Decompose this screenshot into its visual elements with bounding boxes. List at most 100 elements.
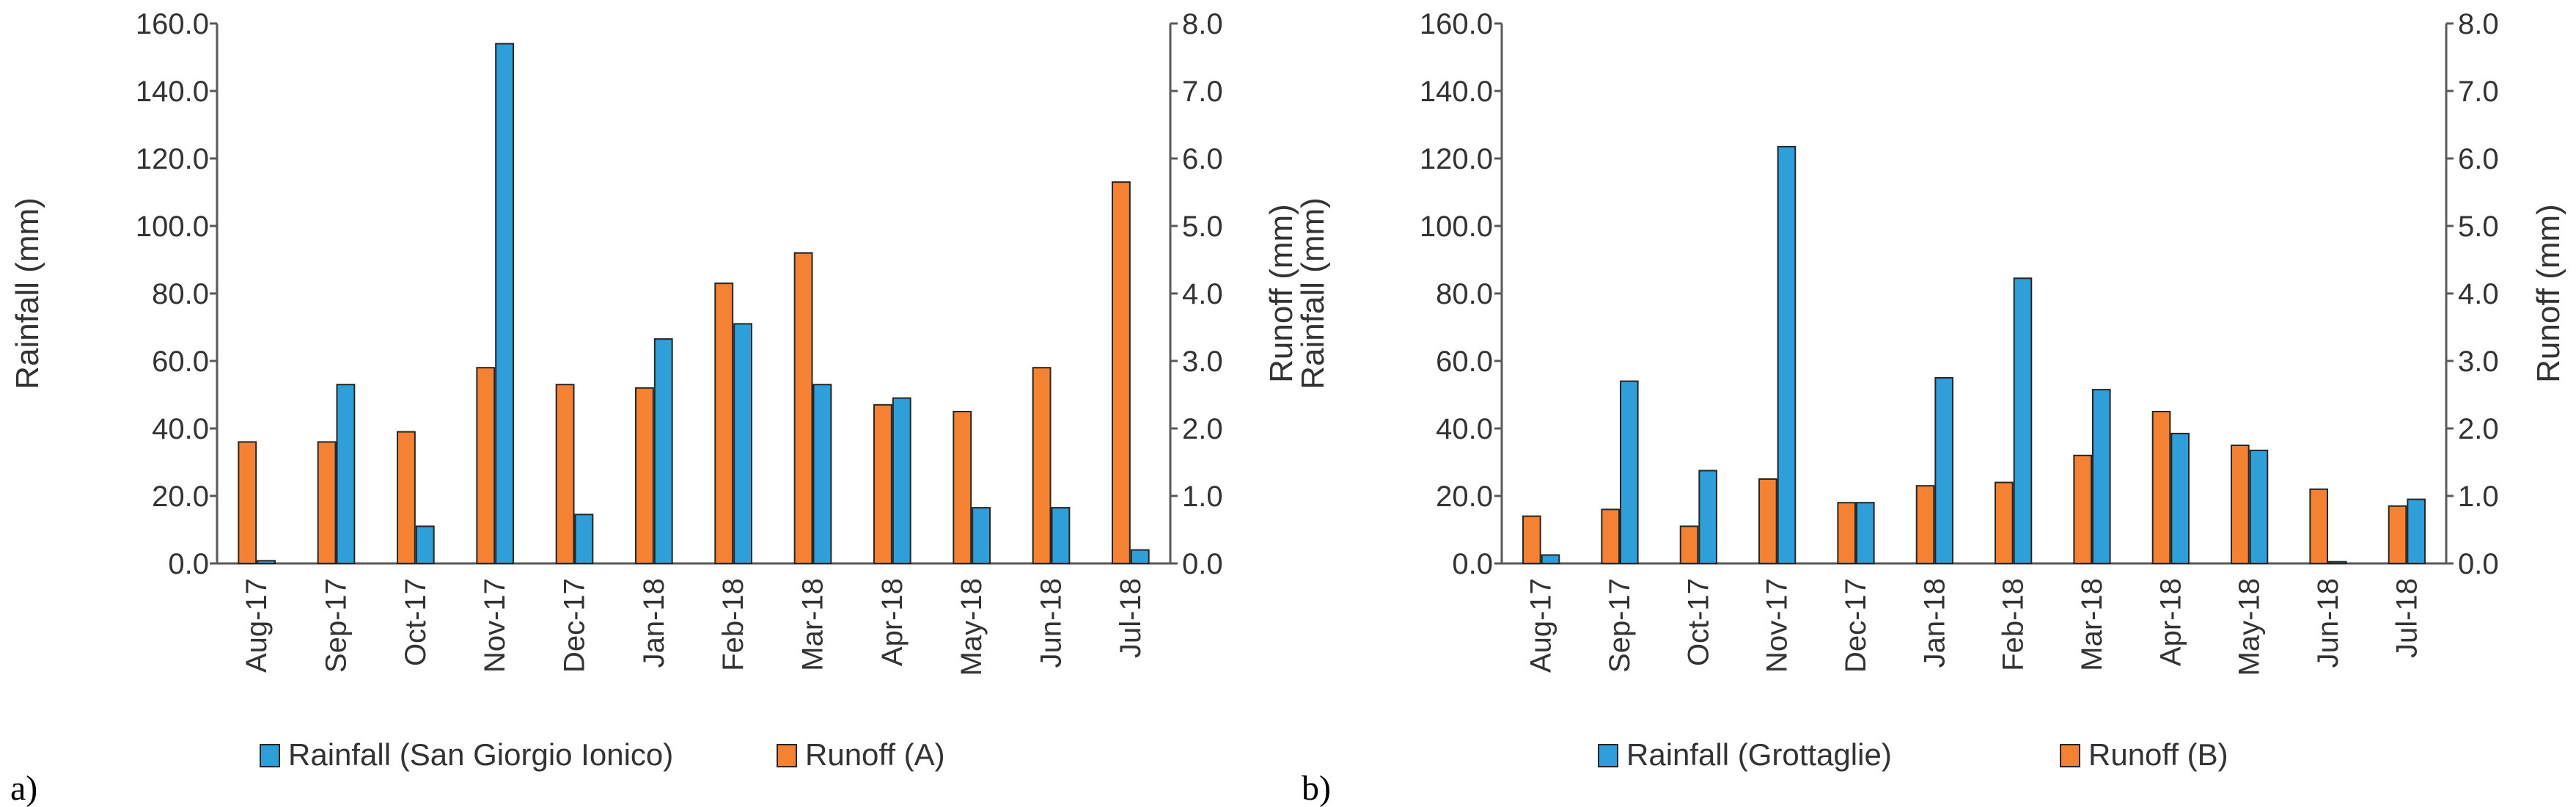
y2-tick-label: 6.0 — [2458, 143, 2499, 175]
x-tick-label: May-18 — [2234, 578, 2266, 676]
rainfall-bar — [2249, 449, 2269, 565]
runoff-bar — [555, 384, 575, 565]
y2-tick-label: 1.0 — [2458, 481, 2499, 513]
y-tick-label: 160.0 — [1420, 8, 1493, 40]
y-tick-label: 60.0 — [152, 346, 209, 378]
rainfall-bar — [257, 560, 276, 565]
y-tick-label: 40.0 — [1436, 413, 1493, 445]
x-tick-label: Dec-17 — [559, 578, 591, 673]
y2-tick-label: 7.0 — [1182, 76, 1223, 108]
legend-label: Runoff (A) — [805, 737, 945, 772]
y-axis-title: Rainfall (mm) — [1295, 197, 1331, 390]
runoff-bar — [238, 441, 257, 565]
legend-swatch — [260, 744, 280, 767]
rainfall-bar — [495, 43, 515, 565]
panel-label: b) — [1302, 769, 1331, 807]
y-tick-label: 80.0 — [152, 278, 209, 310]
y2-tick-label: 3.0 — [2458, 346, 2499, 378]
x-tick-label: Nov-17 — [479, 578, 511, 673]
y-tick-label: 0.0 — [168, 548, 209, 580]
rainfall-bar — [2328, 560, 2347, 565]
runoff-bar — [1112, 181, 1131, 564]
x-tick-label: Jun-18 — [1035, 578, 1068, 668]
y2-tick-label: 2.0 — [2458, 413, 2499, 445]
chart-panel-a: 0.0 20.0 40.0 60.0 80.0 100.0 120.0 140.0 160.0 0… — [10, 8, 1299, 807]
x-tick-label: Jun-18 — [2312, 578, 2344, 668]
runoff-bar — [1995, 481, 2014, 564]
y2-tick-label: 0.0 — [2458, 548, 2499, 580]
legend-swatch — [1598, 744, 1618, 767]
x-tick-label: Jan-18 — [638, 578, 670, 668]
rainfall-bar — [1698, 470, 1717, 564]
x-tick-label: Apr-18 — [876, 578, 909, 666]
rainfall-bar — [2013, 277, 2033, 564]
runoff-bar — [2388, 505, 2407, 564]
y2-tick-label: 3.0 — [1182, 346, 1223, 378]
x-tick-label: Mar-18 — [2076, 578, 2108, 671]
rainfall-bar — [733, 323, 753, 564]
legend-swatch — [2060, 744, 2080, 767]
legend-label: Rainfall (San Giorgio Ionico) — [288, 737, 673, 772]
y2-tick-label: 2.0 — [1182, 413, 1223, 445]
rainfall-bar — [1856, 502, 1875, 565]
chart-panel-b: 0.0 20.0 40.0 60.0 80.0 100.0 120.0 140.0 160.0 0… — [1295, 8, 2566, 807]
runoff-bar — [397, 431, 416, 564]
rainfall-bar — [574, 514, 594, 564]
x-tick-label: Mar-18 — [797, 578, 829, 671]
runoff-bar — [2151, 411, 2171, 564]
rainfall-bar — [812, 384, 832, 565]
runoff-bar — [1032, 367, 1052, 564]
y-tick-label: 120.0 — [1420, 143, 1493, 175]
x-tick-label: Jan-18 — [1918, 578, 1951, 668]
y2-tick-label: 5.0 — [1182, 211, 1223, 243]
y2-axis-title: Runoff (mm) — [1263, 204, 1299, 383]
rainfall-bar — [1051, 507, 1071, 564]
rainfall-bar — [1620, 380, 1639, 564]
x-tick-label: Oct-17 — [1682, 578, 1714, 666]
x-tick-label: May-18 — [955, 578, 988, 676]
rainfall-bar — [2170, 432, 2190, 565]
y2-tick-label: 4.0 — [2458, 278, 2499, 310]
rainfall-bar — [2092, 389, 2111, 564]
y2-tick-label: 6.0 — [1182, 143, 1223, 175]
runoff-bar — [2073, 454, 2093, 564]
rainfall-bar — [653, 338, 673, 564]
y2-tick-label: 8.0 — [2458, 8, 2499, 40]
runoff-bar — [793, 252, 813, 564]
x-tick-label: Jul-18 — [2390, 578, 2423, 658]
y-axis-title: Rainfall (mm) — [10, 197, 45, 390]
legend-label: Runoff (B) — [2088, 737, 2228, 772]
runoff-bar — [953, 411, 972, 564]
rainfall-bar — [336, 384, 356, 565]
legend-label: Rainfall (Grottaglie) — [1626, 737, 1892, 772]
x-tick-label: Aug-17 — [1525, 578, 1557, 673]
y-tick-label: 80.0 — [1436, 278, 1493, 310]
x-tick-label: Apr-18 — [2154, 578, 2187, 666]
runoff-bar — [1522, 515, 1541, 564]
x-tick-label: Sep-17 — [320, 578, 353, 673]
x-tick-label: Feb-18 — [717, 578, 749, 671]
runoff-bar — [2231, 445, 2250, 564]
y2-tick-label: 8.0 — [1182, 8, 1223, 40]
y-tick-label: 0.0 — [1452, 548, 1493, 580]
x-tick-label: Sep-17 — [1604, 578, 1636, 673]
rainfall-bar — [1541, 554, 1560, 564]
y2-tick-label: 5.0 — [2458, 211, 2499, 243]
y-tick-label: 140.0 — [1420, 76, 1493, 108]
runoff-bar — [635, 387, 654, 564]
runoff-bar — [476, 367, 496, 564]
runoff-bar — [873, 404, 892, 564]
runoff-bar — [1837, 502, 1857, 565]
runoff-bar — [1915, 485, 1935, 565]
y2-axis-title: Runoff (mm) — [2531, 204, 2566, 383]
x-tick-label: Dec-17 — [1840, 578, 1872, 673]
runoff-bar — [1601, 508, 1621, 565]
y2-tick-label: 4.0 — [1182, 278, 1223, 310]
x-tick-label: Oct-17 — [400, 578, 432, 666]
x-tick-label: Nov-17 — [1761, 578, 1794, 673]
legend-swatch — [777, 744, 797, 767]
y-tick-label: 120.0 — [136, 143, 209, 175]
runoff-bar — [317, 441, 337, 565]
y-tick-label: 20.0 — [152, 481, 209, 513]
